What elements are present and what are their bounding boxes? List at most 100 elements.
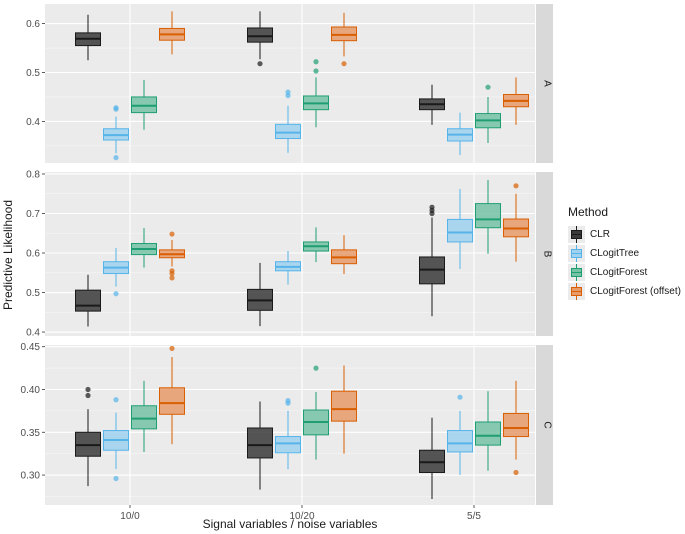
outlier-point bbox=[513, 183, 519, 189]
y-tick-label: 0.35 bbox=[21, 428, 41, 439]
box-clogitforest-offset- bbox=[331, 235, 357, 274]
box-clogittree bbox=[447, 112, 473, 156]
outlier-point bbox=[113, 155, 119, 161]
box-body bbox=[447, 430, 473, 453]
legend: Method CLR CLogitTree CLogitForest CLogitFo… bbox=[568, 205, 681, 301]
panel-strip bbox=[536, 345, 553, 505]
y-tick-label: 0.45 bbox=[21, 342, 41, 353]
box-clogittree bbox=[275, 251, 301, 285]
box-clogitforest-offset- bbox=[159, 231, 185, 281]
y-tick-label: 0.4 bbox=[26, 117, 40, 128]
box-body bbox=[275, 436, 301, 454]
panel-background bbox=[45, 345, 535, 505]
box-clogittree bbox=[103, 397, 129, 482]
y-tick-label: 0.4 bbox=[26, 328, 40, 339]
box-clogitforest-offset- bbox=[503, 183, 529, 262]
strip-label: A bbox=[542, 80, 553, 87]
outlier-point bbox=[429, 204, 435, 210]
legend-title: Method bbox=[568, 205, 609, 219]
outlier-point bbox=[169, 275, 175, 281]
y-tick-label: 0.5 bbox=[26, 68, 40, 79]
legend-key bbox=[568, 283, 585, 300]
box-clogittree bbox=[447, 394, 473, 476]
box-clogittree bbox=[103, 105, 129, 161]
box-body bbox=[131, 405, 157, 430]
y-tick-label: 0.6 bbox=[26, 19, 40, 30]
box-body bbox=[275, 123, 301, 140]
x-tick-label: 5/5 bbox=[467, 511, 481, 522]
x-tick-label: 10/20 bbox=[289, 511, 314, 522]
box-clogitforest-offset- bbox=[331, 365, 357, 454]
legend-label: CLogitForest bbox=[590, 267, 648, 278]
x-tick-label: 10/0 bbox=[120, 511, 140, 522]
box-body bbox=[475, 203, 501, 229]
outlier-point bbox=[113, 397, 119, 403]
legend-item: CLR bbox=[568, 225, 681, 244]
box-body bbox=[503, 412, 529, 438]
legend-key bbox=[568, 245, 585, 262]
outlier-point bbox=[313, 68, 319, 74]
legend-item: CLogitTree bbox=[568, 244, 681, 263]
box-body bbox=[331, 390, 357, 422]
y-tick-label: 0.6 bbox=[26, 249, 40, 260]
box-clr bbox=[75, 386, 101, 487]
outlier-point bbox=[313, 365, 319, 371]
legend-key bbox=[568, 264, 585, 281]
box-clr bbox=[75, 274, 101, 327]
outlier-point bbox=[285, 398, 291, 404]
y-tick-label: 0.7 bbox=[26, 209, 40, 220]
box-clogittree bbox=[447, 188, 473, 269]
outlier-point bbox=[341, 61, 347, 67]
box-clogitforest-offset- bbox=[331, 12, 357, 67]
box-clogitforest-offset- bbox=[503, 380, 529, 476]
box-clogittree bbox=[275, 89, 301, 153]
box-body bbox=[75, 289, 101, 312]
box-clogittree bbox=[275, 398, 301, 470]
box-body bbox=[159, 387, 185, 415]
outlier-point bbox=[113, 475, 119, 482]
panel-strip bbox=[536, 172, 553, 336]
box-clogitforest-offset- bbox=[159, 345, 185, 445]
y-tick-label: 0.30 bbox=[21, 471, 41, 482]
legend-item: CLogitForest bbox=[568, 263, 681, 282]
box-body bbox=[475, 421, 501, 446]
y-tick-label: 0.5 bbox=[26, 288, 40, 299]
legend-label: CLogitTree bbox=[590, 248, 640, 259]
box-clogitforest-offset- bbox=[159, 11, 185, 55]
box-clogitforest-offset- bbox=[503, 77, 529, 125]
legend-label: CLogitForest (offset) bbox=[590, 286, 681, 297]
box-body bbox=[247, 27, 273, 43]
outlier-point bbox=[85, 392, 91, 399]
box-clogitforest bbox=[131, 380, 157, 452]
outlier-point bbox=[169, 270, 175, 277]
box-clr bbox=[419, 417, 445, 500]
strip-label: C bbox=[542, 421, 553, 428]
y-axis-title: Predictive Likelihood bbox=[1, 200, 15, 310]
x-axis-title: Signal variables / noise variables bbox=[203, 517, 378, 531]
legend-label: CLR bbox=[590, 229, 611, 240]
box-clogitforest bbox=[475, 179, 501, 254]
outlier-point bbox=[113, 105, 119, 111]
box-clogitforest bbox=[303, 365, 329, 460]
panel-background bbox=[45, 172, 535, 336]
box-clogittree bbox=[103, 247, 129, 297]
outlier-point bbox=[513, 469, 519, 476]
outlier-point bbox=[313, 59, 319, 65]
outlier-point bbox=[457, 394, 463, 400]
outlier-point bbox=[113, 291, 119, 297]
box-body bbox=[447, 218, 473, 243]
outlier-point bbox=[169, 345, 175, 352]
y-tick-label: 0.40 bbox=[21, 385, 41, 396]
strip-label: B bbox=[542, 251, 553, 258]
box-clogitforest bbox=[131, 228, 157, 268]
box-clr bbox=[419, 84, 445, 125]
outlier-point bbox=[285, 89, 291, 95]
box-body bbox=[247, 427, 273, 459]
box-clr bbox=[75, 14, 101, 61]
outlier-point bbox=[85, 386, 91, 393]
panel-strip bbox=[536, 4, 553, 163]
box-clr bbox=[419, 204, 445, 317]
box-clogitforest bbox=[303, 227, 329, 263]
legend-item: CLogitForest (offset) bbox=[568, 282, 681, 301]
